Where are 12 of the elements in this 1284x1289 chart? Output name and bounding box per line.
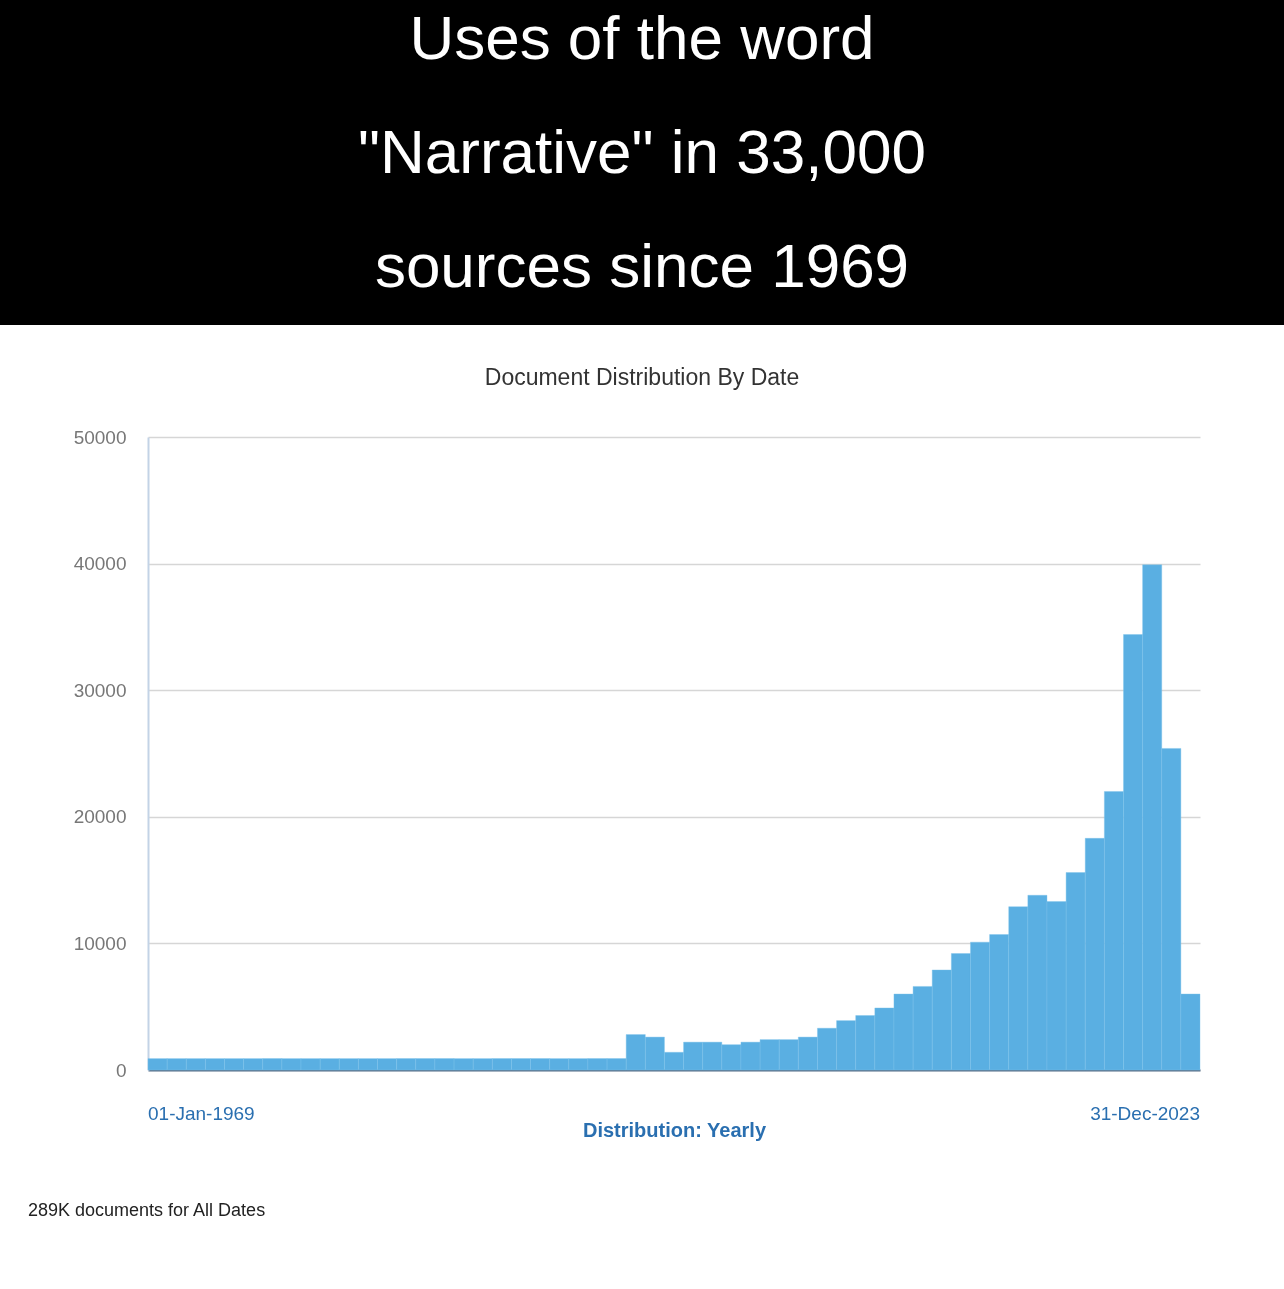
y-tick-label: 10000	[73, 932, 127, 954]
y-tick-label: 50000	[73, 426, 127, 448]
text: 31-Dec-2023	[1090, 1103, 1200, 1124]
text: 01-Jan-1969	[148, 1103, 255, 1124]
chart-subtitle: Document Distribution By Date	[484, 364, 800, 390]
x-axis-title: Distribution: Yearly	[582, 1118, 767, 1141]
y-tick-label: 40000	[73, 553, 127, 575]
y-tick-label: 20000	[73, 806, 127, 828]
text: 289K documents for All Dates	[28, 1200, 266, 1220]
chart-title: Uses of the word "Narrative" in 33,000 sources since 1969	[358, 3, 926, 300]
y-tick-label: 30000	[73, 679, 127, 701]
y-tick-label: 0	[115, 1059, 127, 1081]
